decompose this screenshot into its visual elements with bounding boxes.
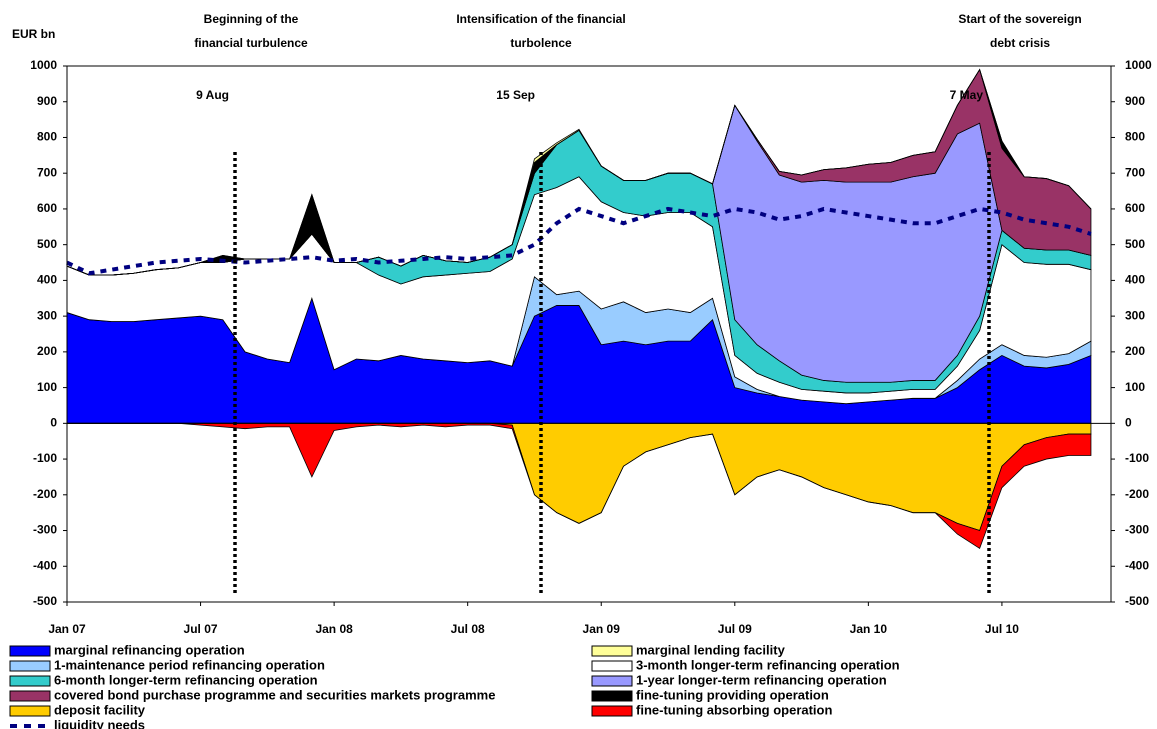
event-date: 15 Sep: [496, 88, 535, 102]
y-tick-label: 900: [37, 94, 57, 108]
annotation: financial turbulence: [194, 36, 308, 50]
legend-swatch: [9, 660, 51, 672]
x-tick-label: Jul 09: [718, 622, 752, 636]
y-tick-label: 1000: [30, 58, 57, 72]
y-tick-label: -300: [1125, 523, 1149, 537]
legend-swatch: [9, 690, 51, 702]
legend-label: 6-month longer-term refinancing operatio…: [54, 672, 318, 687]
legend-swatch: [591, 675, 633, 687]
x-tick-label: Jul 08: [451, 622, 485, 636]
annotation: turbolence: [510, 36, 572, 50]
x-tick-label: Jan 07: [48, 622, 86, 636]
legend-swatch: [591, 705, 633, 717]
area: [66, 68, 1092, 276]
event-date: 7 May: [950, 88, 984, 102]
x-tick-label: Jan 10: [850, 622, 888, 636]
y-tick-label: 300: [1125, 308, 1145, 322]
legend-swatch: [591, 645, 633, 657]
line: [66, 206, 1092, 276]
y-tick-label: 500: [1125, 237, 1145, 251]
x-tick-label: Jan 09: [583, 622, 621, 636]
y-tick-label: 400: [37, 273, 57, 287]
y-tick-label: 0: [1125, 416, 1132, 430]
annotation: Beginning of the: [204, 12, 299, 26]
x-tick-label: Jul 10: [985, 622, 1019, 636]
y-tick-label: 700: [37, 165, 57, 179]
legend-label: 3-month longer-term refinancing operatio…: [636, 657, 900, 672]
legend-swatch: [591, 660, 633, 672]
y-tick-label: 500: [37, 237, 57, 251]
annotation: debt crisis: [990, 36, 1050, 50]
y-tick-label: 800: [37, 130, 57, 144]
y-tick-label: 400: [1125, 273, 1145, 287]
y-tick-label: 600: [1125, 201, 1145, 215]
y-tick-label: 300: [37, 308, 57, 322]
annotation: Start of the sovereign: [958, 12, 1081, 26]
legend-label: liquidity needs: [54, 717, 145, 729]
y-tick-label: -400: [1125, 558, 1149, 572]
y-tick-label: -100: [33, 451, 57, 465]
y-tick-label: -500: [33, 594, 57, 608]
y-tick-label: 700: [1125, 165, 1145, 179]
plot-frame: [66, 65, 1112, 603]
legend-label: covered bond purchase programme and secu…: [54, 687, 495, 702]
y-tick-label: 100: [1125, 380, 1145, 394]
legend-swatch: [9, 645, 51, 657]
y-tick-label: -200: [33, 487, 57, 501]
y-axis-label: EUR bn: [12, 27, 55, 41]
annotation: Intensification of the financial: [456, 12, 625, 26]
y-tick-label: 200: [37, 344, 57, 358]
y-tick-label: 200: [1125, 344, 1145, 358]
legend-label: fine-tuning absorbing operation: [636, 702, 832, 717]
y-tick-label: -100: [1125, 451, 1149, 465]
x-tick-label: Jan 08: [315, 622, 353, 636]
y-tick-label: -400: [33, 558, 57, 572]
legend-label: deposit facility: [54, 702, 146, 717]
legend-label: 1-maintenance period refinancing operati…: [54, 657, 325, 672]
event-date: 9 Aug: [196, 88, 229, 102]
y-tick-label: -500: [1125, 594, 1149, 608]
legend-label: marginal lending facility: [636, 642, 786, 657]
y-tick-label: -200: [1125, 487, 1149, 501]
x-tick-label: Jul 07: [184, 622, 218, 636]
y-tick-label: 600: [37, 201, 57, 215]
legend-swatch: [9, 675, 51, 687]
legend-label: marginal refinancing operation: [54, 642, 245, 657]
legend-swatch: [591, 690, 633, 702]
y-tick-label: 900: [1125, 94, 1145, 108]
legend-label: 1-year longer-term refinancing operation: [636, 672, 887, 687]
legend-label: fine-tuning providing operation: [636, 687, 829, 702]
y-tick-label: 1000: [1125, 58, 1152, 72]
legend-swatch: [9, 705, 51, 717]
y-tick-label: 0: [50, 416, 57, 430]
y-tick-label: -300: [33, 523, 57, 537]
y-tick-label: 100: [37, 380, 57, 394]
y-tick-label: 800: [1125, 130, 1145, 144]
